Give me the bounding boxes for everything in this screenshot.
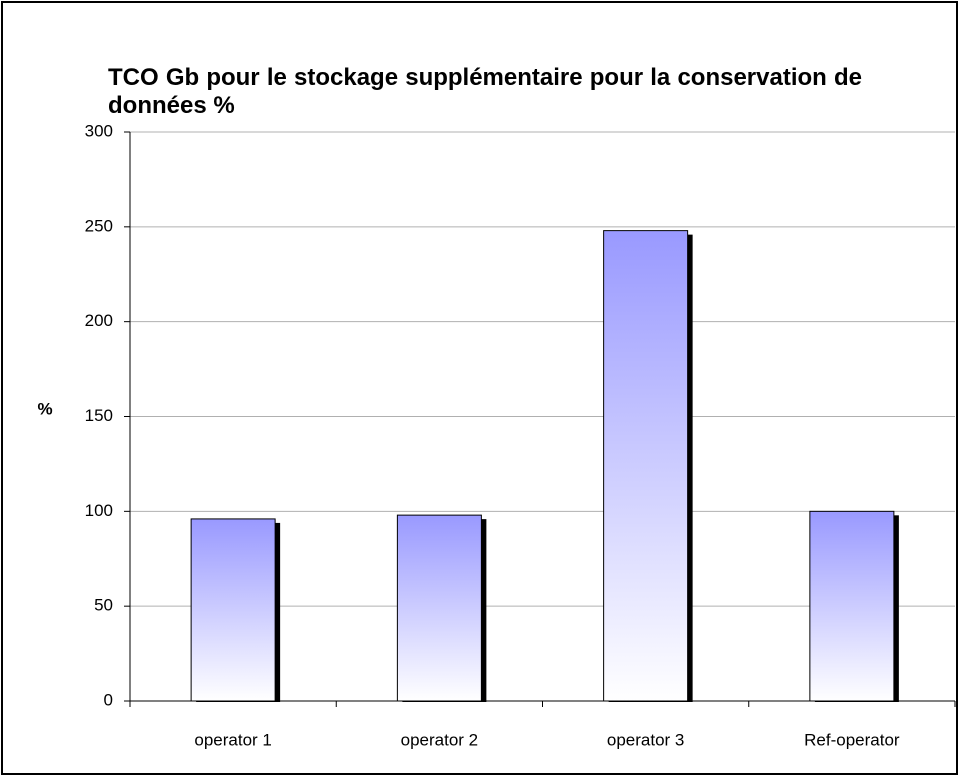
y-tick-label: 250 <box>85 216 113 235</box>
x-tick-label: Ref-operator <box>804 730 900 749</box>
chart-title: TCO Gb pour le stockage supplémentaire p… <box>108 64 862 119</box>
x-tick-label: operator 1 <box>194 730 272 749</box>
y-tick-label: 300 <box>85 121 113 140</box>
y-tick-label: 0 <box>104 690 113 709</box>
y-tick-label: 100 <box>85 501 113 520</box>
y-tick-label: 200 <box>85 311 113 330</box>
y-axis-label: % <box>37 399 52 418</box>
x-tick-label: operator 2 <box>401 730 479 749</box>
bar <box>190 518 276 702</box>
bar <box>809 510 895 702</box>
y-tick-label: 150 <box>85 406 113 425</box>
bar <box>603 230 689 702</box>
bar <box>396 514 482 702</box>
x-tick-label: operator 3 <box>607 730 685 749</box>
y-tick-label: 50 <box>94 596 113 615</box>
